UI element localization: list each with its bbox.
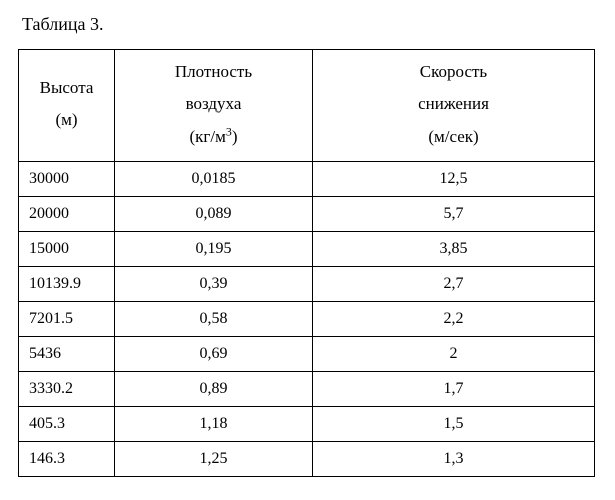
cell-density: 0,58 [115,301,313,336]
cell-velocity: 2,2 [313,301,595,336]
cell-velocity: 1,3 [313,441,595,476]
cell-height: 20000 [19,196,115,231]
col-header-height-line2: (м) [23,104,110,136]
cell-density: 0,0185 [115,161,313,196]
col-header-height-line1: Высота [23,72,110,104]
table-row: 7201.50,582,2 [19,301,595,336]
col-header-height: Высота (м) [19,50,115,162]
table-row: 3330.20,891,7 [19,371,595,406]
cell-velocity: 2,7 [313,266,595,301]
cell-velocity: 1,7 [313,371,595,406]
cell-height: 405.3 [19,406,115,441]
table-row: 300000,018512,5 [19,161,595,196]
cell-density: 1,18 [115,406,313,441]
table-row: 54360,692 [19,336,595,371]
cell-velocity: 1,5 [313,406,595,441]
col-header-density-line2: воздуха [119,88,308,120]
cell-density: 0,089 [115,196,313,231]
table-header-row: Высота (м) Плотность воздуха (кг/м3) Ско… [19,50,595,162]
table-caption: Таблица 3. [22,14,597,35]
table-row: 146.31,251,3 [19,441,595,476]
page: Таблица 3. Высота (м) Плотность воздуха … [0,0,615,477]
col-header-velocity: Скорость снижения (м/сек) [313,50,595,162]
cell-density: 1,25 [115,441,313,476]
cell-velocity: 12,5 [313,161,595,196]
cell-velocity: 5,7 [313,196,595,231]
table-row: 405.31,181,5 [19,406,595,441]
cell-height: 7201.5 [19,301,115,336]
cell-density: 0,195 [115,231,313,266]
cell-height: 146.3 [19,441,115,476]
col-header-density-line1: Плотность [119,56,308,88]
table-row: 150000,1953,85 [19,231,595,266]
cell-velocity: 2 [313,336,595,371]
cell-height: 5436 [19,336,115,371]
cell-velocity: 3,85 [313,231,595,266]
cell-height: 10139.9 [19,266,115,301]
table-body: 300000,018512,5200000,0895,7150000,1953,… [19,161,595,476]
cell-density: 0,69 [115,336,313,371]
col-header-velocity-line3: (м/сек) [317,121,590,153]
cell-height: 30000 [19,161,115,196]
cell-height: 3330.2 [19,371,115,406]
col-header-velocity-line1: Скорость [317,56,590,88]
data-table: Высота (м) Плотность воздуха (кг/м3) Ско… [18,49,595,477]
col-header-density-line3: (кг/м3) [119,121,308,153]
cell-height: 15000 [19,231,115,266]
table-row: 10139.90,392,7 [19,266,595,301]
col-header-velocity-line2: снижения [317,88,590,120]
table-row: 200000,0895,7 [19,196,595,231]
cell-density: 0,39 [115,266,313,301]
cell-density: 0,89 [115,371,313,406]
col-header-density: Плотность воздуха (кг/м3) [115,50,313,162]
